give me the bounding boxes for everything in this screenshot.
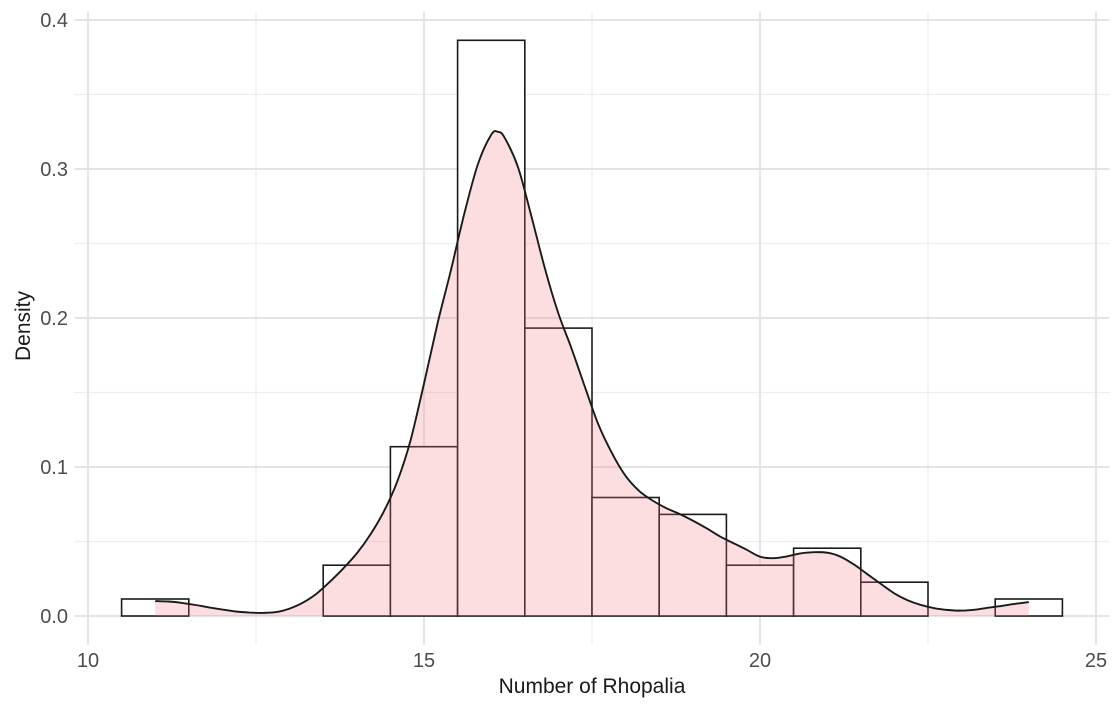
x-axis-title: Number of Rhopalia bbox=[499, 675, 686, 698]
histogram-bar bbox=[322, 564, 392, 617]
x-tick-label: 10 bbox=[77, 650, 99, 672]
y-tick-label: 0.3 bbox=[40, 159, 68, 181]
y-axis-title: Density bbox=[12, 290, 35, 361]
histogram-bar bbox=[389, 445, 459, 617]
histogram-bar bbox=[658, 513, 728, 617]
density-fill-area bbox=[155, 131, 1029, 616]
x-tick-label: 20 bbox=[749, 650, 771, 672]
histogram-bar bbox=[792, 547, 862, 617]
x-tick-label: 15 bbox=[413, 650, 435, 672]
histogram-bar bbox=[859, 581, 929, 617]
y-tick-label: 0.1 bbox=[40, 457, 68, 479]
x-tick-label: 25 bbox=[1085, 650, 1107, 672]
y-tick-label: 0.4 bbox=[40, 10, 68, 32]
x-axis-tick-labels: 10 15 20 25 bbox=[77, 650, 1107, 672]
histogram-bar bbox=[591, 496, 660, 617]
histogram-bar bbox=[725, 564, 795, 617]
histogram-bar bbox=[120, 598, 190, 617]
y-tick-label: 0.0 bbox=[40, 606, 68, 628]
density-curve-line bbox=[155, 130, 1029, 614]
y-axis-tick-labels: 0.0 0.1 0.2 0.3 0.4 bbox=[40, 10, 68, 628]
y-tick-label: 0.2 bbox=[40, 308, 68, 330]
